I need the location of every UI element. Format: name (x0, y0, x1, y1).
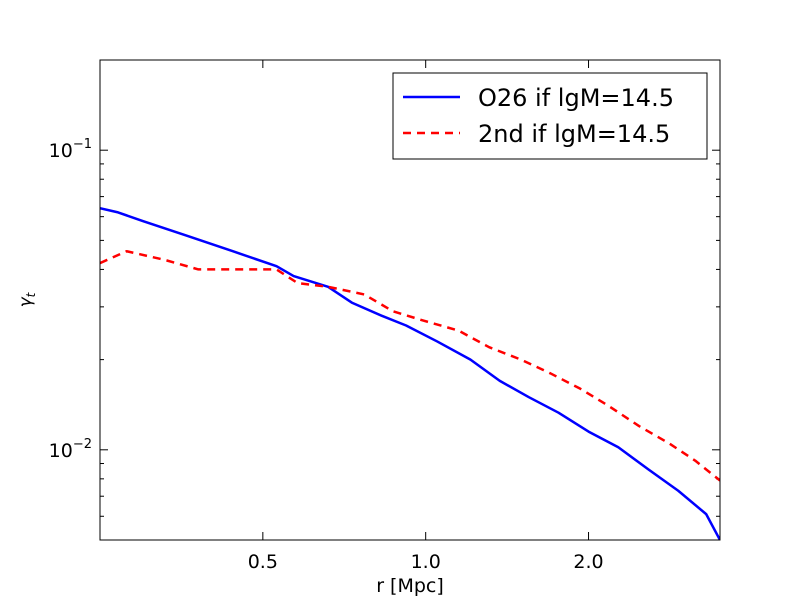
legend-label-2nd: 2nd if lgM=14.5 (478, 120, 670, 148)
y-tick-labels: 10−110−2 (49, 137, 92, 462)
major-ticks (100, 60, 720, 540)
x-tick-label: 0.5 (248, 551, 278, 573)
x-tick-labels: 0.5 1.0 2.0 (248, 551, 604, 573)
y-tick-label: 10−2 (49, 437, 92, 462)
x-tick-label: 1.0 (411, 551, 441, 573)
legend: O26 if lgM=14.5 2nd if lgM=14.5 (392, 72, 708, 160)
y-tick-label-exponent: −1 (73, 137, 92, 152)
plot-frame (99, 59, 721, 541)
y-tick-label-exponent: −2 (73, 437, 92, 452)
series-line-o26 (100, 207, 720, 540)
y-tick-label-base: 10 (49, 140, 73, 162)
legend-box (392, 72, 708, 160)
y-tick-label: 10−1 (49, 137, 92, 162)
y-tick-label-base: 10 (49, 440, 73, 462)
series-line-2nd (100, 249, 720, 482)
y-axis-label-main: γ (16, 296, 36, 307)
y-axis-label: γt (16, 291, 38, 307)
legend-label-o26: O26 if lgM=14.5 (478, 84, 674, 112)
y-axis-label-sub: t (24, 291, 38, 297)
x-axis-label: r [Mpc] (376, 575, 444, 597)
x-tick-label: 2.0 (573, 551, 603, 573)
series-layer (100, 207, 720, 540)
